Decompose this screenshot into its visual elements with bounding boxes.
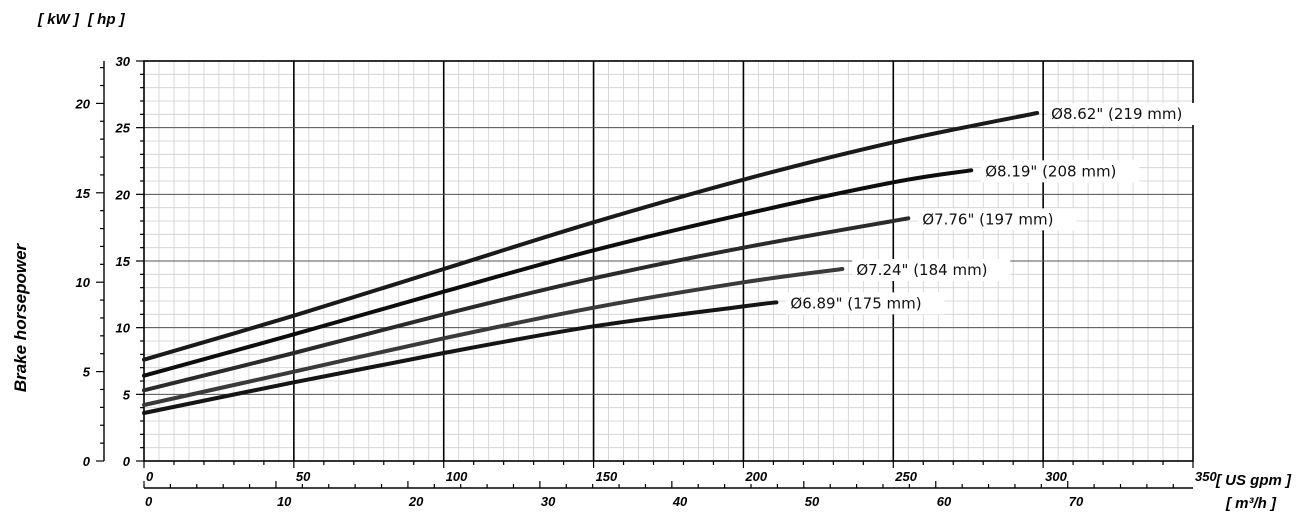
- gpm-tick-label: 300: [1045, 469, 1067, 484]
- gpm-tick-label: 0: [146, 469, 154, 484]
- hp-tick-label: 15: [116, 254, 131, 269]
- series-line: [142, 216, 911, 393]
- gpm-tick-label: 200: [744, 469, 767, 484]
- hp-tick-label: 25: [115, 121, 131, 136]
- x-unit-m3h: [ m³/h ]: [1225, 495, 1277, 512]
- kw-tick-label: 15: [76, 186, 91, 201]
- kw-tick-label: 0: [83, 454, 91, 469]
- gpm-tick-label: 50: [296, 469, 311, 484]
- series-label-background: [918, 208, 1077, 231]
- major-grid: [144, 61, 1193, 461]
- series-label: Ø8.19" (208 mm): [985, 162, 1116, 180]
- y-unit-kw: [ kW ]: [37, 11, 80, 28]
- series-label: Ø6.89" (175 mm): [790, 294, 921, 312]
- m3h-tick-label: 10: [277, 494, 292, 509]
- series-line: [142, 168, 974, 378]
- kw-tick-label: 20: [75, 96, 91, 111]
- series-line: [142, 267, 845, 407]
- m3h-tick-label: 50: [805, 494, 820, 509]
- series-label-background: [786, 292, 945, 315]
- y-axis-label: Brake horsepower: [11, 242, 30, 392]
- x-unit-gpm: [ US gpm ]: [1215, 472, 1292, 489]
- hp-tick-label: 5: [123, 387, 131, 402]
- hp-tick-label: 30: [116, 54, 131, 69]
- hp-tick-label: 0: [123, 454, 131, 469]
- hp-tick-label: 20: [115, 187, 131, 202]
- m3h-tick-label: 70: [1069, 494, 1084, 509]
- kw-tick-label: 5: [83, 365, 91, 380]
- gpm-tick-label: 250: [894, 469, 917, 484]
- series-group: [142, 111, 1040, 415]
- gpm-tick-label: 100: [446, 469, 468, 484]
- series-line: [142, 111, 1040, 362]
- series-label: Ø7.24" (184 mm): [856, 261, 987, 279]
- series-labels: Ø8.62" (219 mm) Ø8.19" (208 mm) Ø7.76" (19…: [786, 103, 1206, 315]
- series-label-background: [1047, 103, 1206, 125]
- m3h-tick-label: 20: [408, 494, 424, 509]
- m3h-tick-label: 40: [672, 494, 688, 509]
- gpm-tick-label: 350: [1195, 469, 1217, 484]
- series-label: Ø7.76" (197 mm): [922, 210, 1053, 228]
- series-label-background: [981, 160, 1140, 183]
- m3h-tick-label: 0: [145, 494, 153, 509]
- y-unit-hp: [ hp ]: [87, 11, 126, 28]
- hp-tick-label: 10: [116, 321, 131, 336]
- series-line: [142, 300, 779, 415]
- series-label-background: [852, 259, 1011, 281]
- kw-tick-label: 10: [76, 275, 91, 290]
- series-label: Ø8.62" (219 mm): [1051, 105, 1182, 123]
- m3h-tick-label: 60: [937, 494, 952, 509]
- gpm-tick-label: 150: [596, 469, 618, 484]
- axes: [96, 60, 1194, 489]
- m3h-tick-label: 30: [541, 494, 556, 509]
